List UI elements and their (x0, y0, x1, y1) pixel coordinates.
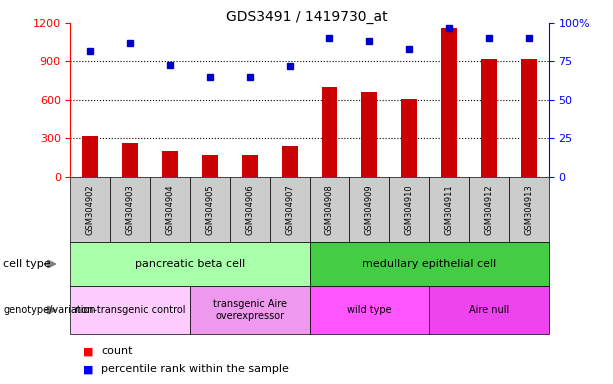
Text: GSM304909: GSM304909 (365, 184, 374, 235)
Text: GSM304904: GSM304904 (166, 184, 175, 235)
Bar (242, 155, 258, 177)
Bar (70, 242, 310, 286)
Bar (389, 177, 429, 242)
Bar (521, 59, 537, 177)
Text: GSM304912: GSM304912 (484, 184, 493, 235)
Text: non-transgenic control: non-transgenic control (75, 305, 186, 315)
Bar (429, 286, 549, 334)
Bar (429, 177, 469, 242)
Bar (123, 143, 139, 177)
Bar (83, 136, 99, 177)
Bar (310, 177, 349, 242)
Text: pancreatic beta cell: pancreatic beta cell (135, 259, 245, 269)
Text: GSM304903: GSM304903 (126, 184, 135, 235)
Bar (481, 59, 497, 177)
Bar (349, 177, 389, 242)
Text: ■: ■ (83, 346, 93, 356)
Bar (70, 286, 190, 334)
Text: GSM304908: GSM304908 (325, 184, 334, 235)
Bar (190, 177, 230, 242)
Bar (322, 87, 337, 177)
Bar (162, 151, 178, 177)
Bar (310, 242, 549, 286)
Text: Aire null: Aire null (469, 305, 509, 315)
Bar (310, 286, 429, 334)
Bar (402, 99, 417, 177)
Text: cell type: cell type (3, 259, 51, 269)
Text: GSM304907: GSM304907 (285, 184, 294, 235)
Text: percentile rank within the sample: percentile rank within the sample (101, 364, 289, 374)
Text: GSM304910: GSM304910 (405, 184, 414, 235)
Text: GSM304906: GSM304906 (245, 184, 254, 235)
Bar (230, 177, 270, 242)
Bar (270, 177, 310, 242)
Text: wild type: wild type (347, 305, 392, 315)
Bar (362, 91, 377, 177)
Bar (469, 177, 509, 242)
Bar (110, 177, 150, 242)
Bar (441, 28, 457, 177)
Text: GSM304905: GSM304905 (205, 184, 215, 235)
Text: GDS3491 / 1419730_at: GDS3491 / 1419730_at (226, 10, 387, 23)
Text: count: count (101, 346, 132, 356)
Text: GSM304913: GSM304913 (524, 184, 533, 235)
Bar (282, 146, 298, 177)
Text: GSM304911: GSM304911 (444, 184, 454, 235)
Bar (509, 177, 549, 242)
Bar (150, 177, 190, 242)
Text: transgenic Aire
overexpressor: transgenic Aire overexpressor (213, 299, 287, 321)
Text: GSM304902: GSM304902 (86, 184, 95, 235)
Text: medullary epithelial cell: medullary epithelial cell (362, 259, 497, 269)
Text: genotype/variation: genotype/variation (3, 305, 96, 315)
Bar (202, 155, 218, 177)
Text: ■: ■ (83, 364, 93, 374)
Bar (190, 286, 310, 334)
Bar (70, 177, 110, 242)
